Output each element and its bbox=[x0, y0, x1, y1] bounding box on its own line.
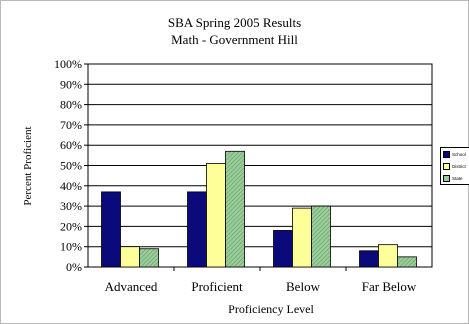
chart-title: SBA Spring 2005 Results bbox=[167, 15, 302, 30]
y-tick-label: 40% bbox=[60, 179, 82, 193]
y-tick-label: 100% bbox=[54, 57, 82, 71]
bar-district-below bbox=[292, 207, 312, 268]
y-tick-label: 30% bbox=[60, 199, 82, 213]
y-tick-label: 90% bbox=[60, 77, 82, 91]
legend-swatch-school bbox=[443, 151, 450, 158]
bar-school-advanced bbox=[101, 191, 121, 268]
y-tick-label: 0% bbox=[66, 260, 82, 274]
bar-state-advanced bbox=[139, 248, 159, 268]
x-axis-label: Proficiency Level bbox=[228, 302, 314, 316]
x-tick-label: Proficient bbox=[191, 279, 243, 294]
legend-item-district: District bbox=[443, 161, 469, 172]
legend-label-state: State bbox=[452, 176, 463, 181]
legend-swatch-district bbox=[443, 163, 450, 170]
y-tick-label: 10% bbox=[60, 240, 82, 254]
bar-school-below bbox=[273, 230, 293, 268]
axes: 0% 10% 20% 30% 40% 50% 60% 70% 80% 90% 100% Advance… bbox=[54, 57, 417, 294]
bar-school-far-below bbox=[359, 250, 379, 268]
legend: School District State bbox=[440, 147, 469, 185]
chart-subtitle: Math - Government Hill bbox=[171, 32, 298, 47]
legend-label-district: District bbox=[452, 164, 466, 169]
bar-state-below bbox=[311, 205, 331, 268]
grid-lines bbox=[87, 63, 433, 268]
bar-district-advanced bbox=[120, 246, 140, 268]
legend-item-state: State bbox=[443, 173, 469, 184]
x-tick-label: Advanced bbox=[105, 279, 158, 294]
bar-state-proficient bbox=[225, 150, 245, 268]
y-tick-label: 20% bbox=[60, 219, 82, 233]
bar-district-far-below bbox=[378, 244, 398, 268]
legend-swatch-state bbox=[443, 175, 450, 182]
x-tick-label: Far Below bbox=[362, 279, 417, 294]
y-axis-label: Percent Proficient bbox=[22, 126, 34, 206]
bars bbox=[101, 150, 417, 268]
legend-label-school: School bbox=[452, 152, 466, 157]
bar-state-far-below bbox=[397, 256, 417, 268]
x-tick-label: Below bbox=[286, 279, 321, 294]
y-tick-label: 80% bbox=[60, 98, 82, 112]
y-tick-label: 50% bbox=[60, 159, 82, 173]
legend-item-school: School bbox=[443, 149, 469, 160]
bar-district-proficient bbox=[206, 163, 226, 268]
y-tick-label: 60% bbox=[60, 138, 82, 152]
bar-school-proficient bbox=[187, 191, 207, 268]
y-tick-label: 70% bbox=[60, 118, 82, 132]
